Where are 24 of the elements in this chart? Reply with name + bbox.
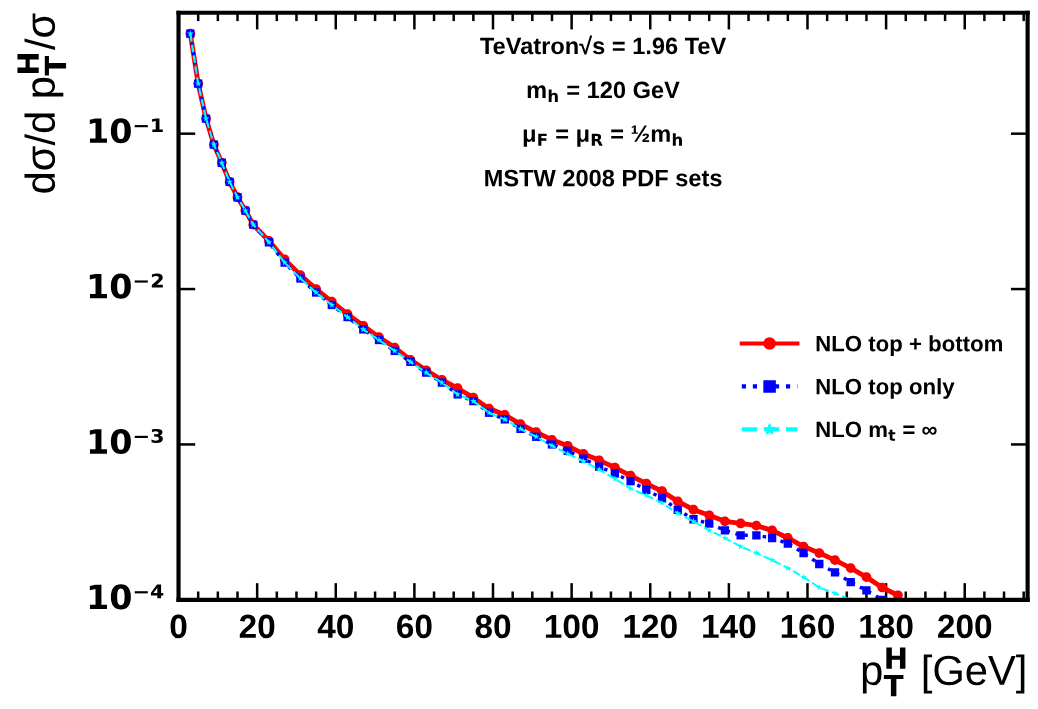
y-tick-label: 10⁻⁴ <box>89 584 164 610</box>
y-tick-label: 10⁻¹ <box>89 118 163 144</box>
x-tick-label: 140 <box>703 614 756 639</box>
annotation: m$_{h}$ = 120 GeV <box>527 81 680 102</box>
annotation: TeVatron√s = 1.96 TeV <box>480 35 727 55</box>
legend-label: NLO m$_{t}$ = ∞ <box>816 421 937 441</box>
x-tick-label: 160 <box>781 614 834 639</box>
x-tick-label: 20 <box>239 614 275 639</box>
x-tick-label: 60 <box>397 614 432 639</box>
x-tick-label: 80 <box>475 614 511 639</box>
legend-label: NLO top only <box>816 378 955 399</box>
x-tick-label: 40 <box>317 614 353 639</box>
y-tick-label: 10⁻² <box>89 273 163 299</box>
x-tick-label: 180 <box>860 614 913 639</box>
legend-label: NLO top + bottom <box>816 335 1003 356</box>
y-tick-label: 10⁻³ <box>89 428 163 455</box>
x-axis-title: p$^{H}$$_{T}$ [GeV] <box>862 647 1025 697</box>
y-axis-title: dσ/d p$^{H}$$_{T}$/σ <box>17 13 67 193</box>
annotation: μ$_{F}$ = μ$_{R}$ = ½m$_{h}$ <box>523 125 682 147</box>
x-tick-label: 0 <box>170 614 187 639</box>
x-tick-label: 200 <box>938 614 992 639</box>
x-tick-label: 120 <box>624 614 677 639</box>
annotation: MSTW 2008 PDF sets <box>485 169 722 187</box>
x-tick-label: 100 <box>545 614 599 639</box>
